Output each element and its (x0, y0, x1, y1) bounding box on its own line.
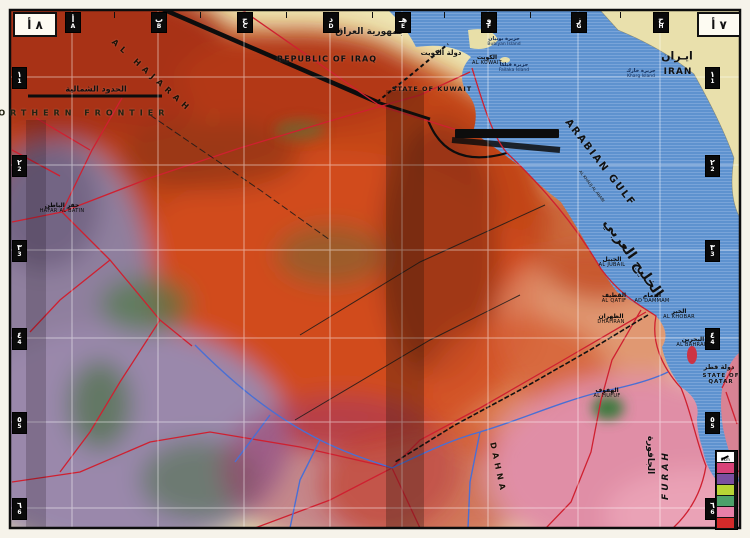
northern-frontier-label: NORTHERN FRONTIER (0, 108, 170, 118)
legend-scale-swatch: 2km (717, 451, 734, 462)
iran-landmass (600, 11, 739, 216)
qatar-label-arabic: دولة قطر (703, 363, 735, 371)
iran-label-english: IRAN (663, 67, 693, 77)
grid-tick (620, 12, 621, 18)
legend-swatch (717, 485, 734, 495)
grid-tick (372, 12, 373, 18)
island-label: جزيرة بوبيان Bubiyan Island (487, 35, 521, 47)
city-label: حفر الباطن HAFAR AL BATIN (39, 202, 85, 214)
legend-swatch (717, 507, 734, 517)
city-label: البحرين AL BAHRAIN (676, 336, 710, 348)
city-label: الهفوف AL HUFUF (593, 387, 621, 399)
iran-label-arabic: ايـران (661, 49, 693, 63)
city-label: القطيف AL QATIF (601, 292, 627, 304)
kuwait-label-english: STATE OF KUWAIT (391, 85, 473, 93)
city-label: الجبيل AL JUBAIL (598, 256, 626, 268)
qatar-landmass (721, 352, 739, 479)
graticule (11, 11, 739, 527)
grid-tick (114, 12, 115, 18)
pipeline-lines (149, 114, 546, 421)
road-network (11, 11, 739, 527)
kuwait-label-arabic: دولة الكويت (420, 49, 462, 57)
adjoining-sheet-number-left: ٨ أ (13, 12, 57, 37)
city-label: الكويت AL KUWAIT (472, 54, 502, 66)
map-neatline (8, 8, 742, 530)
grid-column-marker: هـ E (395, 12, 411, 33)
iraq-label-english: REPUBLIC OF IRAQ (277, 54, 377, 64)
qatar-label-english: STATE OF QATAR (702, 373, 740, 385)
al-jafurah-label-english: FURAH (661, 450, 671, 500)
al-jafurah-label-arabic: الجافورة (645, 435, 655, 475)
boundary-strip-label (455, 129, 559, 138)
legend-swatch (717, 474, 734, 484)
legend-swatch (717, 496, 734, 506)
bahrain-island (687, 346, 697, 364)
adjoining-sheet-number-right: ٧ أ (697, 12, 741, 37)
grid-tick (200, 12, 201, 18)
grid-tick (530, 12, 531, 18)
legend-swatch (717, 463, 734, 473)
legend-swatch (717, 518, 734, 528)
iraq-label-arabic: جمهورية العراق (335, 27, 405, 37)
elevation-legend-strip: 2km (715, 450, 738, 530)
island-label: جزيرة فيلكا Failaka Island (498, 61, 530, 73)
grid-tick (444, 12, 445, 18)
scale-label: 2km (721, 457, 730, 462)
grid-tick (286, 12, 287, 18)
wadi-network (194, 344, 669, 527)
northern-frontier-label-arabic: الحدود الشمالية (65, 84, 127, 94)
city-label: الظهران DHAHRAN (597, 313, 625, 325)
city-label: الخبر AL KHOBAR (663, 308, 695, 320)
city-label: الدمام AD DAMMAM (634, 292, 670, 304)
island-label: جزيرة خارك Kharg Island (626, 67, 656, 79)
